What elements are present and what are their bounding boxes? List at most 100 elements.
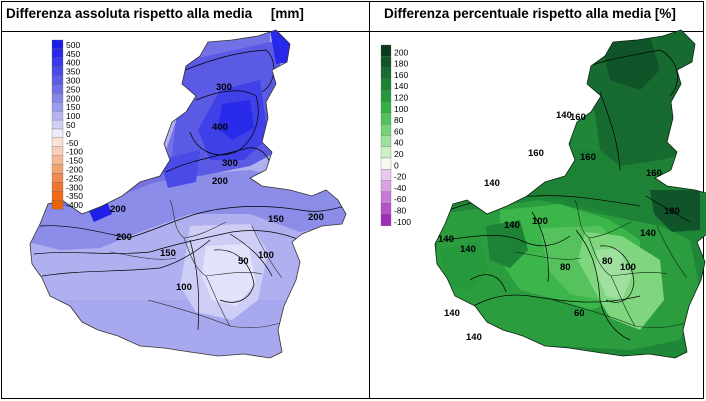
- left-iso-label: 300: [222, 158, 238, 169]
- left-legend-swatch: [51, 57, 64, 67]
- left-legend-label: -100: [66, 147, 83, 157]
- left-map-isolines: [33, 49, 346, 331]
- left-iso-label: 100: [258, 250, 274, 261]
- left-map-legend: 500450400350300250200150100500-50-100-15…: [51, 39, 83, 210]
- right-iso-label: 140: [466, 332, 482, 343]
- left-legend-swatch: [51, 66, 64, 76]
- right-iso-label: 140: [484, 178, 500, 189]
- right-legend-swatch: [380, 90, 392, 102]
- right-legend-swatch: [380, 44, 392, 57]
- right-iso-label: 160: [528, 148, 544, 159]
- right-legend-label: -60: [394, 194, 407, 204]
- left-legend-label: -150: [66, 156, 83, 166]
- right-legend-label: 200: [394, 47, 408, 57]
- right-map-borders: [514, 199, 696, 328]
- left-legend-label: 300: [66, 76, 80, 86]
- left-legend-swatch: [51, 75, 64, 85]
- left-map-fill-zones: [30, 30, 346, 358]
- right-legend-swatch: [380, 214, 392, 226]
- right-legend-swatch: [380, 123, 392, 136]
- right-legend-label: 160: [394, 70, 408, 80]
- left-legend-swatch: [51, 146, 64, 156]
- column-divider: [369, 1, 370, 399]
- right-iso-label: 140: [460, 244, 476, 255]
- right-legend-label: 140: [394, 81, 408, 91]
- left-legend-swatch: [51, 191, 64, 201]
- right-iso-label: 140: [640, 228, 656, 239]
- right-legend-swatch: [380, 112, 392, 125]
- left-legend-swatch: [51, 128, 64, 139]
- left-legend-label: -200: [66, 165, 83, 175]
- right-legend-label: -80: [394, 206, 407, 216]
- left-legend-swatch: [51, 111, 64, 121]
- left-legend-swatch: [51, 200, 64, 210]
- left-iso-label: 200: [212, 176, 228, 187]
- left-map: 300 400 300 200 200 200 150 150 100 100 …: [29, 29, 347, 359]
- right-legend-label: 60: [394, 126, 404, 136]
- left-legend-swatch: [51, 173, 64, 183]
- right-iso-label: 160: [646, 168, 662, 179]
- left-legend-label: -400: [66, 200, 83, 210]
- right-iso-label: 140: [438, 234, 454, 245]
- left-legend-label: 0: [66, 129, 71, 139]
- left-legend-swatch: [51, 39, 64, 50]
- left-iso-label: 150: [160, 248, 176, 259]
- right-legend-swatch: [380, 78, 392, 91]
- left-legend-swatch: [51, 155, 64, 165]
- right-iso-label: 140: [556, 110, 572, 121]
- right-legend-label: 20: [394, 149, 404, 159]
- right-iso-label: 180: [664, 206, 680, 217]
- right-legend-swatch: [380, 146, 392, 159]
- left-iso-label: 100: [176, 282, 192, 293]
- left-legend-swatch: [51, 164, 64, 174]
- left-legend-label: 50: [66, 120, 76, 130]
- left-iso-label: 150: [268, 214, 284, 225]
- right-iso-label: 100: [532, 216, 548, 227]
- right-legend-swatch: [380, 101, 392, 113]
- right-legend-swatch: [380, 135, 392, 147]
- left-panel-title: Differenza assoluta rispetto alla media …: [6, 6, 304, 21]
- left-legend-label: 200: [66, 93, 80, 103]
- left-legend-label: -250: [66, 173, 83, 183]
- right-legend-label: 80: [394, 115, 404, 125]
- right-legend-label: 0: [394, 160, 399, 170]
- right-legend-swatch: [380, 180, 392, 193]
- right-legend-swatch: [380, 203, 392, 215]
- right-iso-label: 140: [504, 220, 520, 231]
- right-legend-label: -100: [394, 217, 411, 227]
- left-legend-swatch: [51, 84, 64, 94]
- right-legend-swatch: [380, 157, 392, 170]
- left-legend-label: -50: [66, 138, 79, 148]
- left-legend-label: 500: [66, 40, 80, 50]
- right-map-fill-zones: [435, 30, 706, 350]
- right-map: 160 160 140 140 140 140 140 140 160 100 …: [380, 29, 706, 359]
- left-iso-label: 200: [308, 212, 324, 223]
- right-iso-label: 100: [620, 262, 636, 273]
- header-divider: [1, 31, 704, 32]
- right-panel-title: Differenza percentuale rispetto alla med…: [384, 6, 676, 21]
- left-legend-swatch: [51, 48, 64, 58]
- left-legend-label: 400: [66, 58, 80, 68]
- right-map-isolines: [439, 49, 691, 341]
- left-legend-swatch: [51, 137, 64, 147]
- left-legend-label: -350: [66, 191, 83, 201]
- right-legend-label: 120: [394, 93, 408, 103]
- right-legend-label: 180: [394, 59, 408, 69]
- left-legend-label: 150: [66, 102, 80, 112]
- left-legend-label: 350: [66, 67, 80, 77]
- left-map-borders: [109, 199, 291, 328]
- left-iso-label: 200: [116, 232, 132, 243]
- right-legend-swatch: [380, 169, 392, 181]
- right-legend-label: -20: [394, 172, 407, 182]
- right-iso-label: 80: [602, 256, 613, 267]
- left-legend-swatch: [51, 182, 64, 192]
- right-legend-label: -40: [394, 183, 407, 193]
- right-iso-label: 140: [444, 308, 460, 319]
- right-legend-swatch: [380, 67, 392, 80]
- left-iso-label: 50: [238, 256, 249, 267]
- left-iso-label: 300: [216, 82, 232, 93]
- right-legend-label: 100: [394, 104, 408, 114]
- right-iso-label: 160: [570, 112, 586, 123]
- right-iso-label: 60: [574, 308, 585, 319]
